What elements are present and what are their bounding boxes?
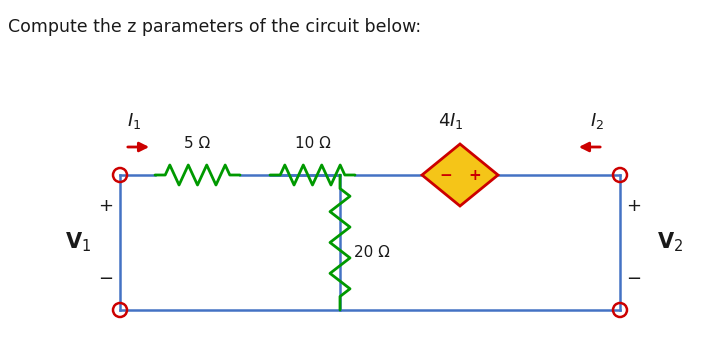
Text: $\mathbf{V}_2$: $\mathbf{V}_2$ xyxy=(657,231,683,254)
Text: 20 Ω: 20 Ω xyxy=(354,245,390,260)
Text: −: − xyxy=(439,168,452,183)
Text: −: − xyxy=(626,270,641,288)
Polygon shape xyxy=(422,144,498,206)
Text: 10 Ω: 10 Ω xyxy=(295,136,330,151)
Text: +: + xyxy=(468,168,480,183)
Text: 5 Ω: 5 Ω xyxy=(184,136,211,151)
Text: −: − xyxy=(99,270,114,288)
Text: +: + xyxy=(99,197,114,215)
Text: $4\mathit{I}_1$: $4\mathit{I}_1$ xyxy=(438,111,463,131)
Text: +: + xyxy=(626,197,641,215)
Text: $\mathit{I}_1$: $\mathit{I}_1$ xyxy=(127,111,141,131)
Text: Compute the z parameters of the circuit below:: Compute the z parameters of the circuit … xyxy=(8,18,421,36)
Text: $\mathit{I}_2$: $\mathit{I}_2$ xyxy=(590,111,604,131)
Text: $\mathbf{V}_1$: $\mathbf{V}_1$ xyxy=(65,231,91,254)
